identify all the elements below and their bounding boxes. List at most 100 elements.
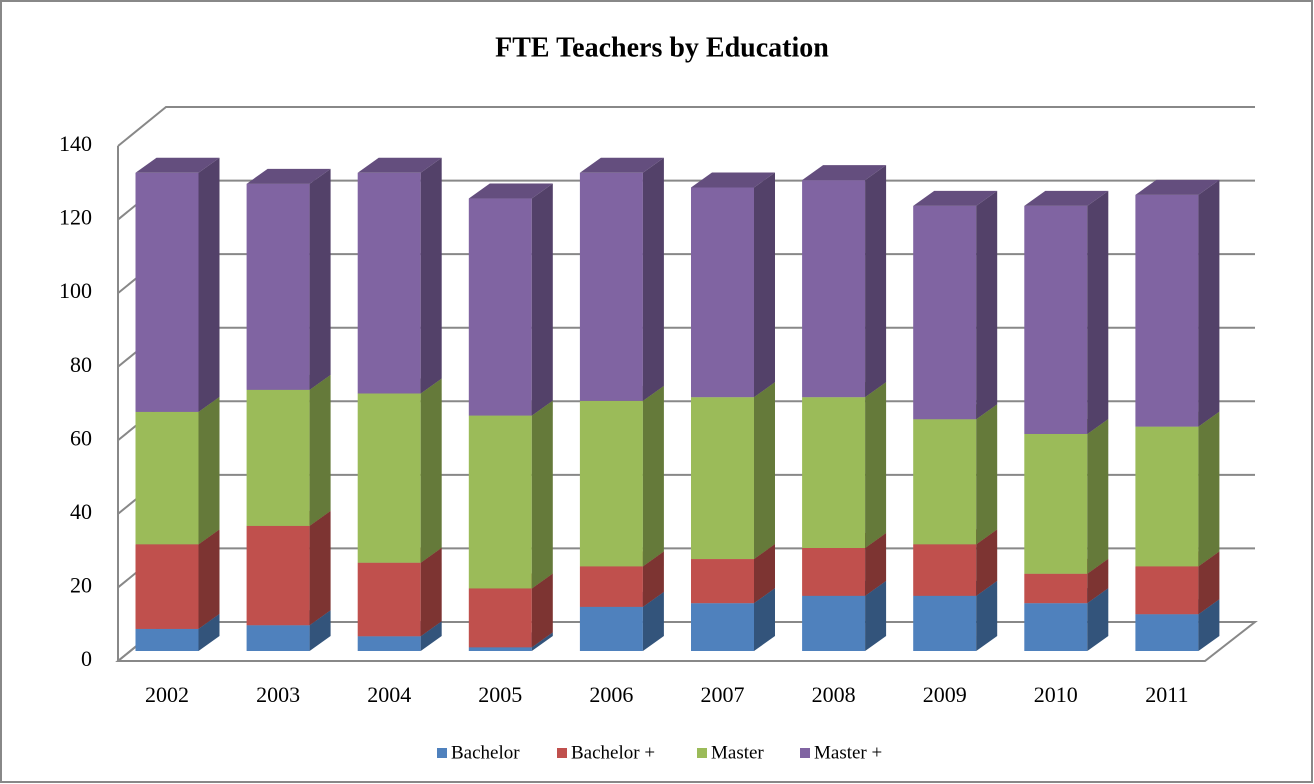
x-tick-label: 2011: [1145, 682, 1188, 707]
bar-side: [531, 400, 553, 589]
bar-segment: [246, 183, 310, 390]
bar-side: [1198, 551, 1220, 615]
bar-segment: [357, 393, 421, 563]
bar-side: [198, 157, 220, 412]
bar-segment: [1024, 433, 1088, 574]
bar-side: [642, 385, 664, 567]
y-tick-label: 100: [59, 278, 92, 303]
bar-side: [309, 610, 331, 651]
bar-segment: [357, 172, 421, 394]
bar-segment: [468, 198, 532, 416]
bar-side: [420, 547, 442, 637]
legend-swatch: [697, 748, 707, 758]
legend-label: Bachelor: [451, 742, 520, 763]
y-tick-label: 20: [70, 572, 92, 597]
bar-top: [913, 190, 998, 206]
bar-segment: [1135, 426, 1199, 567]
bar-side: [754, 544, 775, 604]
bar-top: [579, 157, 664, 173]
bar-segment: [691, 559, 754, 604]
y-tick-label: 40: [70, 499, 92, 524]
bar-segment: [1135, 614, 1199, 651]
bar-side: [420, 621, 442, 651]
bar-side: [309, 510, 331, 626]
bar-segment: [357, 562, 421, 637]
bar-segment: [1135, 566, 1199, 615]
y-tick-label: 140: [59, 131, 92, 156]
bar-side: [1198, 599, 1220, 651]
bar-segment: [246, 525, 310, 626]
bar-segment: [691, 397, 754, 560]
bar-top: [802, 165, 887, 181]
bar-side: [865, 165, 887, 398]
bar-segment: [135, 411, 199, 545]
x-tick-label: 2009: [923, 682, 967, 707]
grid-line: [117, 106, 1255, 147]
bar-segment: [468, 588, 532, 648]
bar-side: [420, 378, 442, 563]
bar-segment: [135, 544, 199, 629]
x-tick-label: 2007: [701, 682, 745, 707]
bar-top: [246, 168, 331, 184]
bar-side: [1087, 558, 1109, 604]
bar-side: [976, 580, 998, 651]
bar-segment: [1024, 205, 1088, 434]
bar-segment: [691, 187, 754, 398]
bar-side: [1198, 411, 1220, 567]
bar-top: [1024, 190, 1109, 206]
bar-side: [1087, 190, 1109, 434]
bar-side: [198, 613, 220, 651]
bar-side: [198, 396, 220, 545]
x-tick-label: 2010: [1034, 682, 1078, 707]
legend-swatch: [800, 748, 810, 758]
x-tick-label: 2003: [256, 682, 300, 707]
bar-side: [531, 632, 553, 651]
legend-label: Master: [711, 742, 764, 763]
bar-top: [135, 157, 220, 173]
x-tick-label: 2002: [145, 682, 189, 707]
bar-side: [642, 591, 664, 651]
y-tick-label: 120: [59, 205, 92, 230]
bar-side: [1087, 588, 1109, 651]
bar-segment: [135, 628, 199, 651]
bar-top: [468, 183, 553, 199]
bar-side: [642, 551, 664, 607]
bar-segment: [913, 595, 977, 651]
bar-side: [754, 172, 775, 398]
bar-segment: [246, 389, 310, 526]
bar-side: [531, 573, 553, 648]
y-tick-label: 80: [70, 352, 92, 377]
bar-segment: [579, 606, 643, 651]
bar-side: [865, 533, 887, 596]
y-tick-label: 0: [81, 646, 92, 671]
bar-segment: [802, 180, 866, 398]
x-tick-label: 2005: [478, 682, 522, 707]
bar-segment: [1135, 194, 1199, 427]
bar-segment: [802, 548, 866, 596]
bar-side: [754, 588, 775, 651]
x-tick-label: 2008: [812, 682, 856, 707]
bar-top: [357, 157, 442, 173]
bar-segment: [357, 636, 421, 651]
bar-side: [531, 183, 553, 416]
bar-side: [198, 529, 220, 629]
bar-segment: [913, 544, 977, 596]
y-tick-label: 60: [70, 425, 92, 450]
bar-side: [865, 382, 887, 548]
bar-segment: [802, 595, 866, 651]
bar-side: [642, 157, 664, 401]
legend-label: Bachelor +: [571, 742, 655, 763]
bar-segment: [579, 400, 643, 567]
bar-side: [976, 404, 998, 545]
bar-side: [309, 374, 331, 526]
bar-top: [691, 172, 775, 188]
bar-segment: [468, 647, 532, 651]
bar-side: [976, 529, 998, 596]
bar-segment: [579, 172, 643, 401]
bar-segment: [246, 625, 310, 651]
chart-title: FTE Teachers by Education: [495, 32, 829, 63]
bar-segment: [913, 419, 977, 545]
legend-swatch: [557, 748, 567, 758]
bar-segment: [579, 566, 643, 607]
